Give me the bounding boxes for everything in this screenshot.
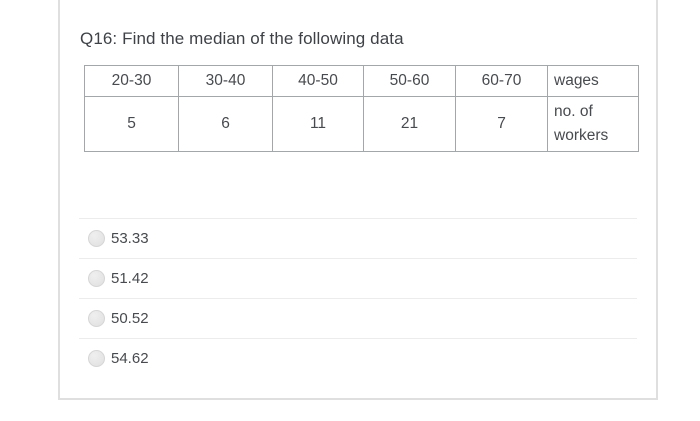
radio-button-icon[interactable]	[88, 350, 105, 367]
table-cell-wages-label: wages	[547, 65, 639, 97]
question-title: Q16: Find the median of the following da…	[80, 29, 404, 48]
table-cell-freq-4: 21	[363, 96, 456, 152]
answer-option-1[interactable]: 53.33	[79, 218, 637, 258]
table-cell-freq-5: 7	[455, 96, 548, 152]
answer-option-label: 50.52	[111, 310, 149, 327]
table-cell-interval-3: 40-50	[272, 65, 364, 97]
table-cell-interval-1: 20-30	[84, 65, 179, 97]
answer-options-list: 53.33 51.42 50.52 54.62	[79, 218, 637, 378]
answer-option-label: 54.62	[111, 350, 149, 367]
answer-option-label: 53.33	[111, 230, 149, 247]
answer-option-2[interactable]: 51.42	[79, 258, 637, 298]
answer-option-4[interactable]: 54.62	[79, 338, 637, 378]
table-cell-freq-1: 5	[84, 96, 179, 152]
table-row-frequencies: 5 6 11 21 7 no. of workers	[84, 96, 639, 152]
table-cell-interval-2: 30-40	[178, 65, 273, 97]
table-cell-freq-2: 6	[178, 96, 273, 152]
table-cell-workers-label: no. of workers	[547, 96, 639, 152]
frequency-table: 20-30 30-40 40-50 50-60 60-70 wages 5 6 …	[84, 65, 639, 152]
radio-button-icon[interactable]	[88, 310, 105, 327]
radio-button-icon[interactable]	[88, 270, 105, 287]
question-card: Q16: Find the median of the following da…	[58, 0, 658, 400]
table-cell-interval-5: 60-70	[455, 65, 548, 97]
radio-button-icon[interactable]	[88, 230, 105, 247]
table-cell-interval-4: 50-60	[363, 65, 456, 97]
answer-option-label: 51.42	[111, 270, 149, 287]
table-cell-freq-3: 11	[272, 96, 364, 152]
table-row-class-intervals: 20-30 30-40 40-50 50-60 60-70 wages	[84, 65, 639, 97]
answer-option-3[interactable]: 50.52	[79, 298, 637, 338]
